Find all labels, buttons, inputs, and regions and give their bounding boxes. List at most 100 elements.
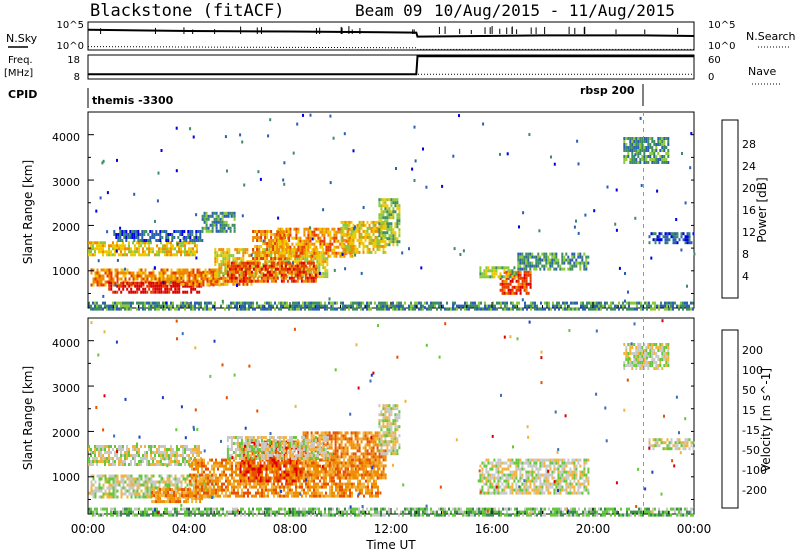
heatmap-cell	[225, 464, 227, 468]
heatmap-cell	[141, 236, 144, 239]
heatmap-cell	[507, 291, 510, 295]
heatmap-cell	[394, 307, 396, 311]
heatmap-cell	[388, 228, 391, 232]
heatmap-cell	[667, 149, 670, 152]
heatmap-cell	[331, 242, 334, 246]
heatmap-cell	[317, 251, 320, 255]
heatmap-cell	[238, 307, 240, 311]
heatmap-cell	[414, 304, 416, 308]
heatmap-cell	[264, 230, 267, 233]
heatmap-cell	[226, 251, 229, 255]
heatmap-cell	[274, 233, 277, 236]
heatmap-cell	[108, 477, 111, 481]
heatmap-cell	[310, 272, 313, 276]
heatmap-cell	[158, 451, 160, 454]
heatmap-cell	[123, 233, 126, 236]
heatmap-cell	[312, 264, 315, 268]
heatmap-cell	[318, 257, 321, 261]
heatmap-cell	[293, 227, 296, 231]
heatmap-cell	[226, 269, 229, 273]
heatmap-cell	[688, 235, 691, 239]
heatmap-cell	[106, 253, 108, 257]
heatmap-cell	[272, 242, 275, 245]
heatmap-cell	[92, 277, 95, 281]
heatmap-cell	[266, 279, 269, 283]
heatmap-cell	[293, 494, 295, 498]
scatter-cell	[627, 290, 629, 294]
heatmap-cell	[207, 473, 209, 477]
heatmap-cell	[154, 301, 156, 305]
heatmap-cell	[567, 261, 570, 265]
heatmap-cell	[309, 242, 312, 246]
heatmap-cell	[309, 236, 312, 240]
heatmap-cell	[120, 457, 122, 460]
heatmap-cell	[90, 454, 92, 457]
heatmap-cell	[513, 285, 516, 289]
heatmap-cell	[256, 254, 259, 257]
heatmap-cell	[302, 304, 304, 308]
heatmap-cell	[174, 277, 177, 281]
scatter-cell	[287, 260, 290, 264]
heatmap-cell	[211, 473, 213, 477]
heatmap-cell	[206, 307, 208, 311]
heatmap-cell	[340, 235, 343, 239]
heatmap-cell	[304, 263, 307, 267]
heatmap-cell	[268, 307, 270, 311]
heatmap-cell	[236, 279, 239, 283]
heatmap-cell	[176, 290, 179, 294]
heatmap-cell	[229, 482, 231, 486]
heatmap-cell	[218, 248, 221, 252]
heatmap-cell	[100, 307, 102, 311]
heatmap-cell	[228, 254, 231, 258]
heatmap-cell	[258, 257, 261, 260]
heatmap-cell	[277, 494, 279, 498]
heatmap-cell	[307, 233, 310, 237]
heatmap-cell	[208, 268, 211, 272]
heatmap-cell	[382, 222, 385, 226]
heatmap-cell	[366, 232, 369, 236]
heatmap-cell	[140, 474, 143, 478]
heatmap-cell	[483, 275, 486, 279]
heatmap-cell	[561, 261, 564, 265]
heatmap-cell	[624, 304, 626, 308]
heatmap-cell	[551, 264, 554, 268]
heatmap-cell	[238, 264, 241, 268]
heatmap-cell	[212, 495, 215, 499]
scatter-cell	[102, 294, 105, 298]
heatmap-cell	[116, 480, 119, 484]
heatmap-cell	[170, 287, 173, 291]
heatmap-cell	[215, 229, 218, 233]
heatmap-cell	[280, 307, 282, 311]
scatter-cell	[453, 247, 456, 251]
heatmap-cell	[310, 273, 313, 277]
heatmap-cell	[664, 304, 666, 308]
heatmap-cell	[674, 235, 677, 239]
heatmap-cell	[342, 247, 345, 251]
heatmap-cell	[600, 304, 602, 308]
heatmap-cell	[288, 276, 291, 280]
heatmap-cell	[216, 254, 219, 258]
heatmap-cell	[204, 301, 206, 305]
heatmap-cell	[292, 272, 295, 276]
heatmap-cell	[154, 307, 156, 311]
heatmap-cell	[187, 236, 190, 239]
scatter-cell	[693, 252, 696, 256]
heatmap-cell	[622, 307, 624, 311]
heatmap-cell	[639, 143, 642, 146]
heatmap-cell	[208, 276, 211, 280]
heatmap-cell	[98, 483, 101, 487]
heatmap-cell	[392, 243, 395, 247]
heatmap-cell	[652, 232, 655, 236]
heatmap-cell	[221, 461, 223, 465]
heatmap-cell	[183, 494, 186, 498]
heatmap-cell	[380, 240, 383, 244]
heatmap-cell	[254, 307, 256, 311]
heatmap-cell	[267, 482, 269, 486]
heatmap-cell	[649, 152, 652, 155]
heatmap-cell	[282, 260, 285, 264]
heatmap-cell	[173, 230, 176, 233]
heatmap-cell	[523, 279, 526, 283]
heatmap-cell	[485, 275, 488, 279]
heatmap-cell	[178, 287, 181, 291]
heatmap-cell	[232, 261, 235, 265]
